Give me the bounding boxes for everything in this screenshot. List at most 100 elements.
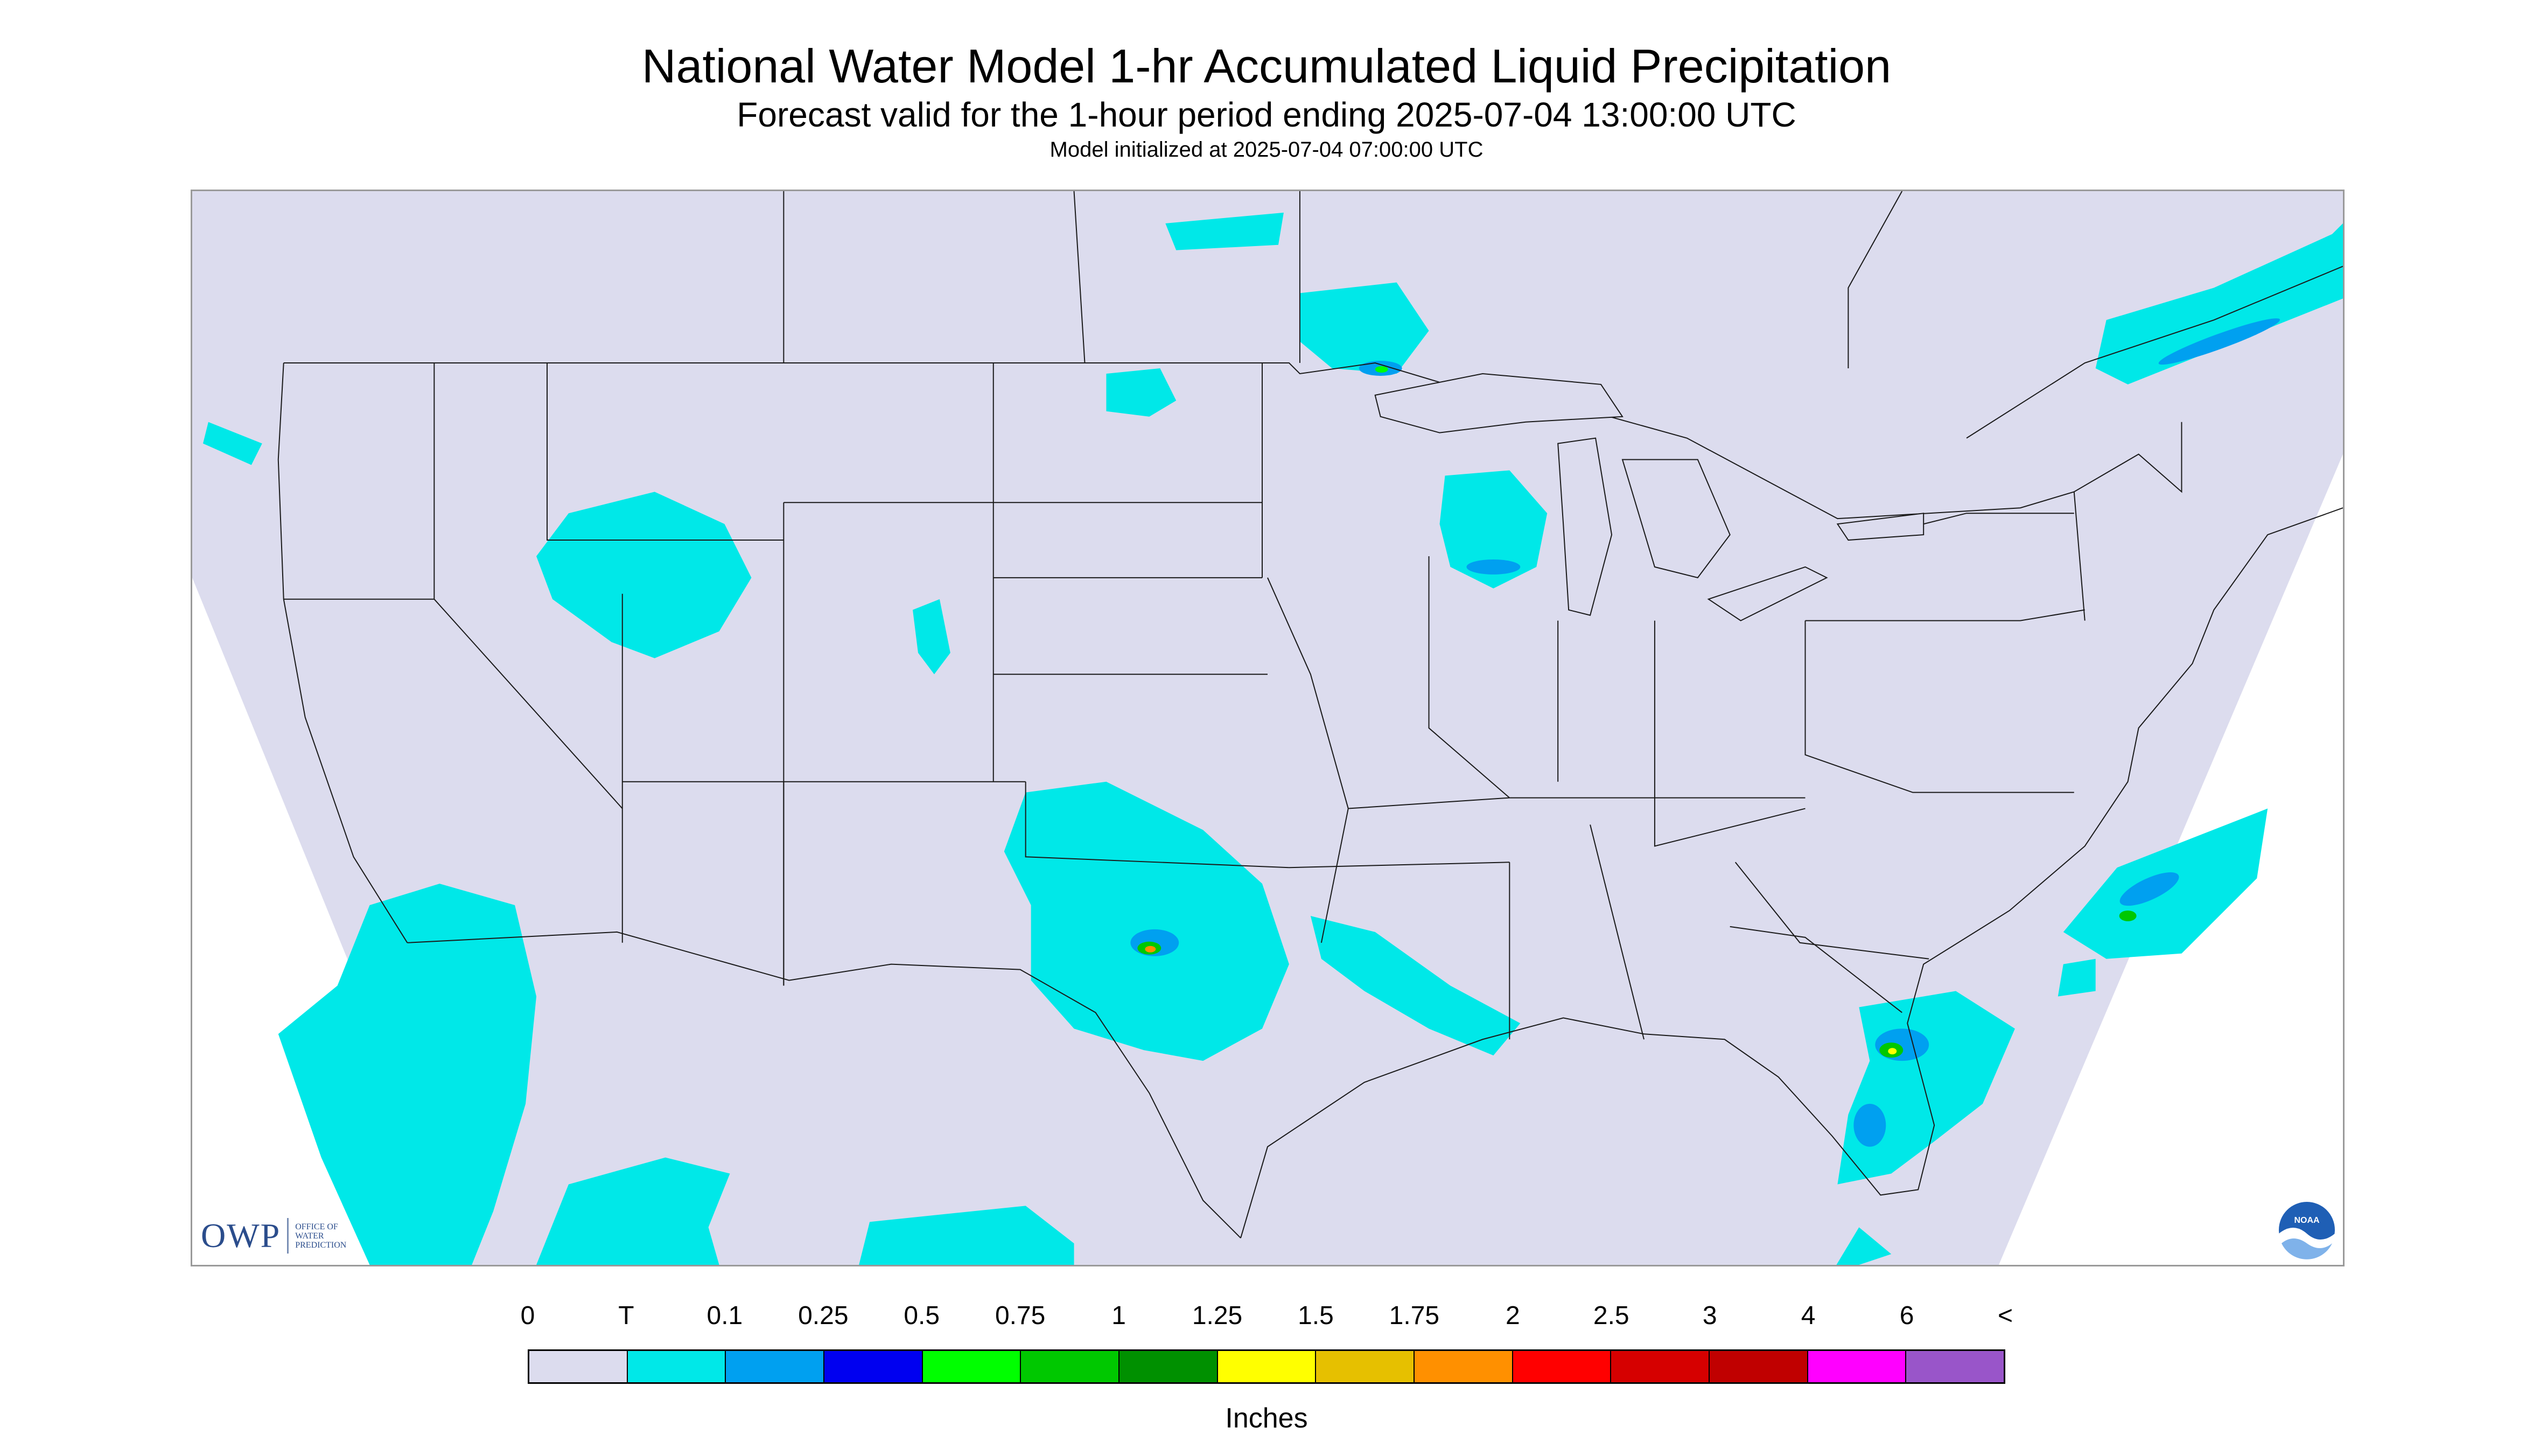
us-canada-border bbox=[283, 362, 2182, 520]
legend-tick-label: 3 bbox=[1702, 1301, 1717, 1330]
state-line bbox=[1025, 781, 1289, 869]
legend-swatch bbox=[529, 1351, 628, 1382]
precip-areas bbox=[202, 212, 2343, 1265]
owp-logo-text: OFFICE OF WATER PREDICTION bbox=[295, 1222, 346, 1250]
legend-tick-label: 0.5 bbox=[904, 1301, 940, 1330]
state-line bbox=[1267, 577, 1349, 943]
precip-area bbox=[2095, 223, 2343, 384]
legend-swatch bbox=[1415, 1351, 1513, 1382]
owp-logo-divider bbox=[287, 1218, 289, 1254]
lake-superior bbox=[1374, 373, 1624, 433]
owp-logo-mark: OWP bbox=[201, 1216, 281, 1255]
legend-colorbar bbox=[528, 1349, 2005, 1384]
map-canvas bbox=[192, 191, 2343, 1265]
legend-swatch bbox=[726, 1351, 825, 1382]
legend-tick-labels: 0 T 0.1 0.25 0.5 0.75 1 1.25 1.5 1.75 2 2.5 3 4 6 < bbox=[0, 1301, 2533, 1339]
legend-swatch bbox=[1316, 1351, 1415, 1382]
precip-area bbox=[536, 492, 752, 659]
legend-tick-label: 1.75 bbox=[1389, 1301, 1440, 1330]
model-init-line: Model initialized at 2025-07-04 07:00:00… bbox=[1049, 138, 1484, 162]
precip-map: OWP OFFICE OF WATER PREDICTION NOAA bbox=[191, 190, 2345, 1266]
owp-logo-line: PREDICTION bbox=[295, 1240, 347, 1250]
province-line bbox=[1073, 191, 1086, 363]
map-subtitle: Forecast valid for the 1-hour period end… bbox=[737, 95, 1796, 134]
lake-michigan bbox=[1557, 437, 1613, 616]
precip-area bbox=[202, 422, 262, 465]
us-mexico-border bbox=[407, 931, 1241, 1238]
legend-tick-label: 0.75 bbox=[995, 1301, 1046, 1330]
precip-area bbox=[859, 1206, 1074, 1265]
state-line bbox=[1654, 620, 1806, 847]
precip-area bbox=[1310, 915, 1521, 1056]
precip-area bbox=[1439, 470, 1548, 589]
lake-huron bbox=[1621, 459, 1731, 578]
precip-area bbox=[1165, 212, 1284, 250]
legend-swatch bbox=[1906, 1351, 2004, 1382]
precip-cell bbox=[2119, 910, 2137, 921]
state-line bbox=[547, 363, 784, 541]
lake-erie bbox=[1707, 566, 1828, 621]
precip-cell bbox=[2158, 318, 2280, 365]
legend-tick-label: 6 bbox=[1899, 1301, 1914, 1330]
gulf-coast bbox=[1240, 507, 2343, 1238]
pacific-coast bbox=[277, 362, 408, 943]
precip-cell bbox=[1466, 559, 1521, 575]
state-line bbox=[1590, 824, 1645, 1040]
precip-area bbox=[1004, 781, 1289, 1061]
legend-swatch bbox=[922, 1351, 1021, 1382]
legend-tick-label: 2.5 bbox=[1593, 1301, 1629, 1330]
precip-cell bbox=[2119, 872, 2179, 906]
legend-swatch bbox=[1808, 1351, 1907, 1382]
legend-swatch bbox=[1119, 1351, 1218, 1382]
legend-tick-label: 1.25 bbox=[1192, 1301, 1243, 1330]
legend-swatch bbox=[1710, 1351, 1808, 1382]
precip-area bbox=[536, 1157, 730, 1265]
precip-area bbox=[1836, 1227, 1892, 1265]
state-line bbox=[1428, 556, 1510, 799]
legend-tick-label: 0.1 bbox=[706, 1301, 743, 1330]
state-line bbox=[1805, 609, 2085, 621]
precip-area bbox=[912, 599, 950, 675]
state-line bbox=[1804, 620, 2074, 793]
legend-tick-label: 1.5 bbox=[1298, 1301, 1334, 1330]
legend-swatch bbox=[1217, 1351, 1317, 1382]
state-line bbox=[2073, 492, 2086, 621]
great-lakes bbox=[1374, 373, 1925, 621]
precip-area bbox=[278, 884, 537, 1265]
state-line bbox=[1289, 862, 1510, 869]
legend-tick-label: T bbox=[618, 1301, 634, 1330]
legend-tick-label: 2 bbox=[1505, 1301, 1520, 1330]
precip-area bbox=[2058, 958, 2096, 997]
map-boundaries bbox=[277, 362, 2343, 1238]
legend-swatch bbox=[1021, 1351, 1120, 1382]
precip-cores-heavy bbox=[1137, 366, 2137, 1058]
legend-tick-label: 1 bbox=[1111, 1301, 1126, 1330]
owp-logo: OWP OFFICE OF WATER PREDICTION bbox=[201, 1214, 346, 1257]
legend-tick-label: 4 bbox=[1801, 1301, 1816, 1330]
precip-cell bbox=[1145, 946, 1156, 953]
legend-tick-label: 0 bbox=[520, 1301, 535, 1330]
province-line bbox=[1848, 191, 1903, 369]
precip-cell bbox=[1888, 1048, 1897, 1055]
noaa-logo: NOAA bbox=[2279, 1202, 2335, 1259]
legend-units-label: Inches bbox=[1225, 1403, 1308, 1434]
legend-swatch bbox=[824, 1351, 923, 1382]
state-line bbox=[1734, 862, 1929, 960]
legend-swatch bbox=[1611, 1351, 1710, 1382]
precip-area bbox=[1299, 282, 1429, 374]
lake-ontario bbox=[1836, 513, 1925, 541]
canada-boundaries bbox=[783, 191, 2343, 439]
owp-logo-line: OFFICE OF bbox=[295, 1222, 338, 1231]
precip-area bbox=[1106, 368, 1177, 417]
legend-swatch bbox=[627, 1351, 726, 1382]
legend-tick-label: 0.25 bbox=[798, 1301, 849, 1330]
legend-tick-label: < bbox=[1997, 1301, 2013, 1330]
precip-cell bbox=[1853, 1103, 1886, 1147]
precip-cell bbox=[1375, 366, 1388, 373]
owp-logo-line: WATER bbox=[295, 1231, 324, 1241]
province-line bbox=[1966, 265, 2343, 439]
map-title: National Water Model 1-hr Accumulated Li… bbox=[641, 39, 1892, 93]
state-line bbox=[1730, 926, 1902, 1013]
noaa-logo-text: NOAA bbox=[2294, 1216, 2320, 1225]
legend-swatch bbox=[1513, 1351, 1612, 1382]
